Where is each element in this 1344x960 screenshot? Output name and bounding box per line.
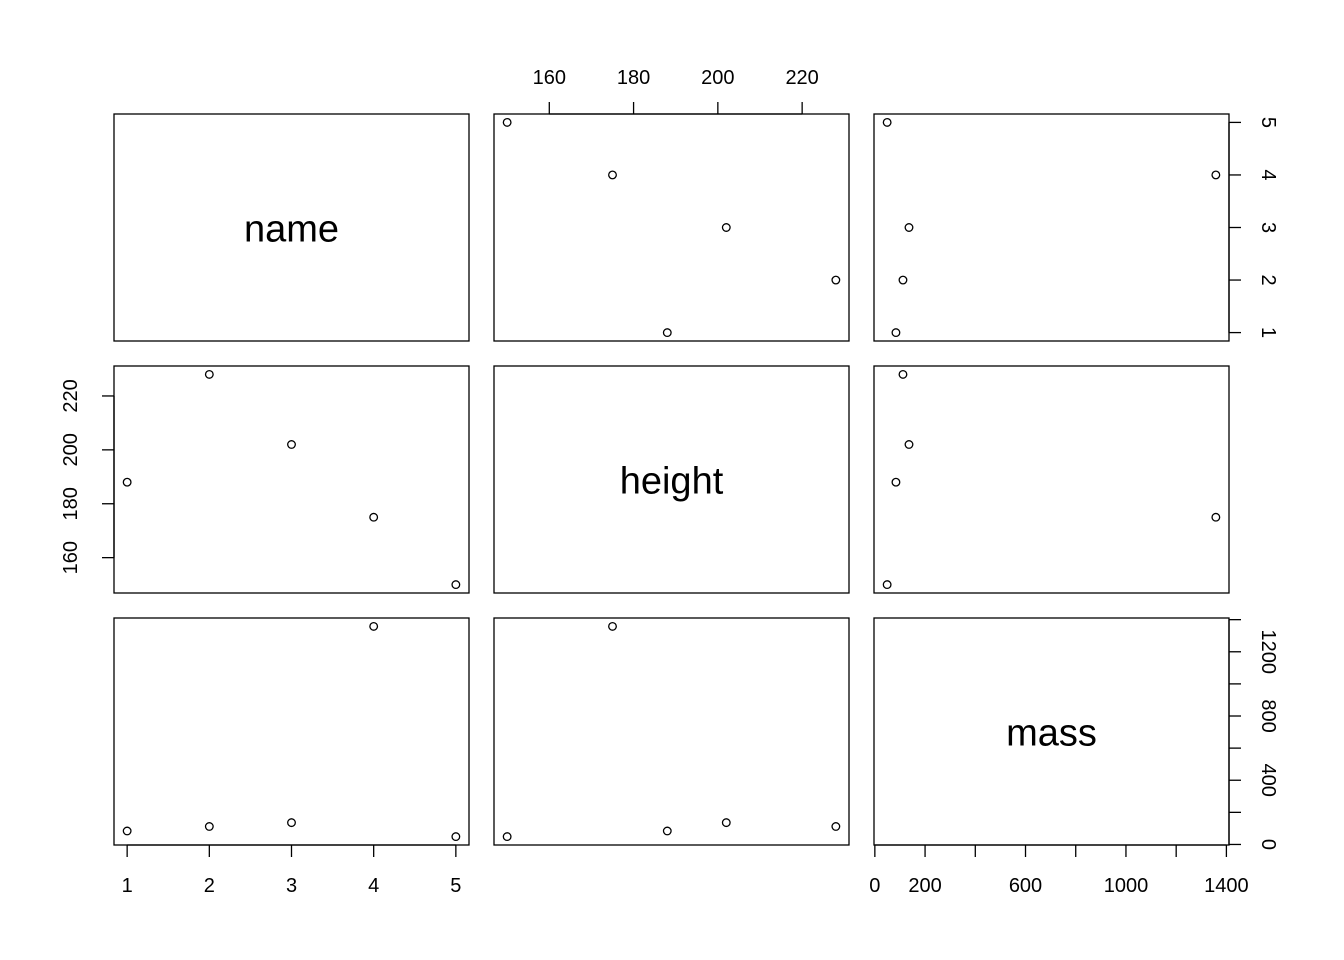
tick-label: 0 bbox=[869, 875, 880, 897]
data-point bbox=[287, 440, 296, 449]
tick-label: 200 bbox=[701, 67, 734, 89]
tick-label: 180 bbox=[617, 67, 650, 89]
tick-label: 2 bbox=[204, 875, 215, 897]
data-point bbox=[287, 818, 296, 828]
tick-label: 3 bbox=[1257, 222, 1279, 233]
tick-label: 160 bbox=[60, 541, 82, 574]
panel-frame bbox=[873, 365, 1230, 594]
tick-label: 5 bbox=[450, 875, 461, 897]
data-point bbox=[891, 477, 901, 487]
tick-label: 1 bbox=[122, 875, 133, 897]
data-point bbox=[721, 223, 731, 232]
data-point bbox=[898, 275, 908, 285]
data-point bbox=[904, 440, 914, 449]
data-point bbox=[204, 822, 214, 831]
data-point bbox=[662, 826, 672, 836]
panel-frame bbox=[113, 113, 470, 342]
data-point bbox=[662, 328, 672, 338]
data-point bbox=[451, 832, 461, 842]
tick-label: 220 bbox=[785, 67, 818, 89]
diagonal-label-height: height bbox=[620, 461, 724, 503]
tick-label: 1200 bbox=[1257, 630, 1279, 675]
tick-label: 5 bbox=[1257, 117, 1279, 128]
tick-label: 4 bbox=[368, 875, 379, 897]
data-point bbox=[122, 826, 132, 836]
tick-label: 400 bbox=[1257, 764, 1279, 797]
tick-label: 220 bbox=[60, 379, 82, 412]
data-point bbox=[608, 170, 617, 180]
panel-frame bbox=[113, 365, 470, 594]
data-point bbox=[451, 580, 461, 590]
tick-label: 180 bbox=[60, 487, 82, 520]
data-point bbox=[891, 328, 901, 338]
panel-frame bbox=[873, 113, 1230, 342]
data-point bbox=[721, 818, 731, 828]
data-point bbox=[608, 621, 617, 631]
data-point bbox=[898, 369, 908, 379]
tick-label: 1400 bbox=[1204, 875, 1249, 897]
panel-frame bbox=[493, 365, 850, 594]
panel-frame bbox=[493, 113, 850, 342]
tick-label: 160 bbox=[533, 67, 566, 89]
tick-label: 1 bbox=[1257, 327, 1279, 338]
panel-frame bbox=[113, 617, 470, 846]
data-point bbox=[1211, 512, 1221, 522]
data-point bbox=[369, 621, 379, 631]
tick-label: 1000 bbox=[1104, 875, 1149, 897]
tick-label: 200 bbox=[908, 875, 941, 897]
diagonal-label-name: name bbox=[244, 209, 339, 251]
data-point bbox=[502, 117, 512, 127]
tick-label: 3 bbox=[286, 875, 297, 897]
panel-frame bbox=[493, 617, 850, 846]
data-point bbox=[831, 275, 841, 285]
data-point bbox=[831, 822, 841, 831]
data-point bbox=[122, 477, 132, 487]
data-point bbox=[204, 369, 214, 379]
data-point bbox=[1211, 170, 1221, 180]
tick-label: 600 bbox=[1009, 875, 1042, 897]
tick-label: 4 bbox=[1257, 169, 1279, 180]
data-point bbox=[882, 117, 892, 127]
tick-label: 0 bbox=[1257, 839, 1279, 850]
data-point bbox=[369, 512, 379, 522]
diagonal-label-mass: mass bbox=[1006, 713, 1097, 755]
tick-label: 2 bbox=[1257, 274, 1279, 285]
data-point bbox=[882, 580, 892, 590]
tick-label: 200 bbox=[60, 433, 82, 466]
data-point bbox=[904, 223, 914, 232]
data-point bbox=[502, 832, 512, 842]
tick-label: 800 bbox=[1257, 699, 1279, 732]
